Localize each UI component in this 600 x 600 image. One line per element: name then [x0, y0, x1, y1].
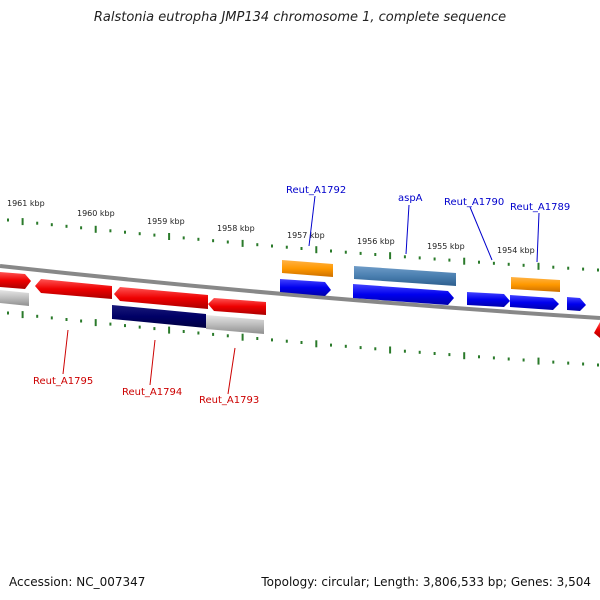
leader-line: [469, 206, 493, 261]
forward-features: [280, 279, 586, 311]
leader-line: [227, 347, 236, 395]
gene-label[interactable]: Reut_A1792: [286, 185, 346, 196]
gene-arrow[interactable]: [353, 284, 454, 305]
gene-label[interactable]: Reut_A1789: [510, 202, 570, 213]
reverse-features: [0, 272, 600, 338]
scale-label: 1958 kbp: [217, 224, 255, 233]
reverse-features-inner: [0, 290, 264, 334]
scale-label: 1957 kbp: [287, 231, 325, 240]
scale-label: 1959 kbp: [147, 217, 185, 226]
reverse-labels: Reut_A1795 Reut_A1794 Reut_A1793: [33, 329, 259, 406]
leader-line: [62, 329, 69, 375]
gene-label[interactable]: Reut_A1795: [33, 376, 93, 387]
gene-label[interactable]: aspA: [398, 193, 423, 204]
gene-arrow[interactable]: [467, 292, 510, 307]
map-title: Ralstonia eutropha JMP134 chromosome 1, …: [93, 10, 507, 25]
scale-label: 1955 kbp: [427, 242, 465, 251]
gene-feature[interactable]: [511, 277, 560, 292]
gene-feature[interactable]: [354, 266, 456, 286]
leader-line: [149, 339, 156, 386]
gene-label[interactable]: Reut_A1790: [444, 197, 504, 208]
sequence-summary: Topology: circular; Length: 3,806,533 bp…: [261, 575, 591, 589]
gene-arrow[interactable]: [510, 295, 559, 310]
scale-label: 1960 kbp: [77, 209, 115, 218]
gene-feature[interactable]: [0, 290, 29, 306]
forward-features-outer: [282, 260, 560, 292]
gene-arrow[interactable]: [280, 279, 331, 296]
scale-label: 1961 kbp: [7, 199, 45, 208]
gene-label[interactable]: Reut_A1794: [122, 387, 182, 398]
gene-arrow[interactable]: [567, 297, 586, 311]
leader-line: [405, 204, 410, 255]
gene-arrow[interactable]: [114, 287, 208, 309]
gene-arrow[interactable]: [35, 279, 112, 299]
accession-text: Accession: NC_007347: [9, 575, 146, 589]
leader-line: [308, 195, 316, 247]
gene-arrow[interactable]: [208, 298, 266, 315]
scale-labels: 1961 kbp 1960 kbp 1959 kbp 1958 kbp 1957…: [7, 199, 535, 255]
gene-arrow[interactable]: [0, 272, 31, 289]
scale-label: 1956 kbp: [357, 237, 395, 246]
leader-line: [536, 212, 540, 263]
scale-ticks-upper: [7, 218, 599, 272]
scale-ticks-lower: [7, 311, 599, 367]
gene-arrow[interactable]: [594, 322, 600, 338]
scale-label: 1954 kbp: [497, 246, 535, 255]
gene-feature[interactable]: [206, 315, 264, 334]
forward-labels: Reut_A1792 aspA Reut_A1790 Reut_A1789: [286, 185, 570, 263]
gene-feature[interactable]: [112, 305, 206, 328]
gene-label[interactable]: Reut_A1793: [199, 395, 259, 406]
chromosome-backbone: [0, 264, 600, 320]
gene-feature[interactable]: [282, 260, 333, 277]
